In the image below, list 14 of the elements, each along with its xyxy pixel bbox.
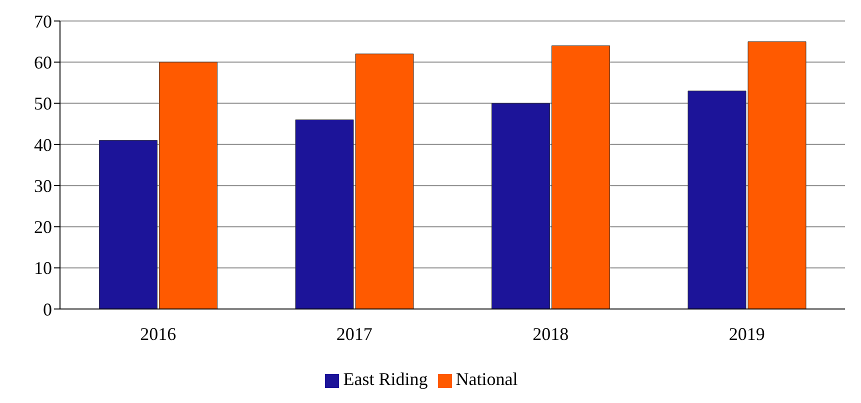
x-tick-label: 2018	[532, 324, 569, 344]
y-tick-label: 30	[34, 176, 52, 196]
x-tick-label: 2019	[728, 324, 765, 344]
y-tick-label: 70	[34, 11, 52, 32]
y-tick-label: 20	[34, 217, 52, 238]
y-tick-label: 10	[34, 258, 52, 278]
x-tick-label: 2017	[336, 324, 372, 344]
y-tick-label: 50	[34, 94, 52, 114]
y-tick-label: 40	[34, 134, 52, 155]
x-tick-label: 2016	[140, 324, 176, 344]
legend-label: East Riding	[343, 369, 428, 389]
y-tick-label: 0	[43, 299, 52, 320]
legend-label: National	[456, 369, 518, 389]
y-tick-label: 60	[34, 52, 52, 73]
